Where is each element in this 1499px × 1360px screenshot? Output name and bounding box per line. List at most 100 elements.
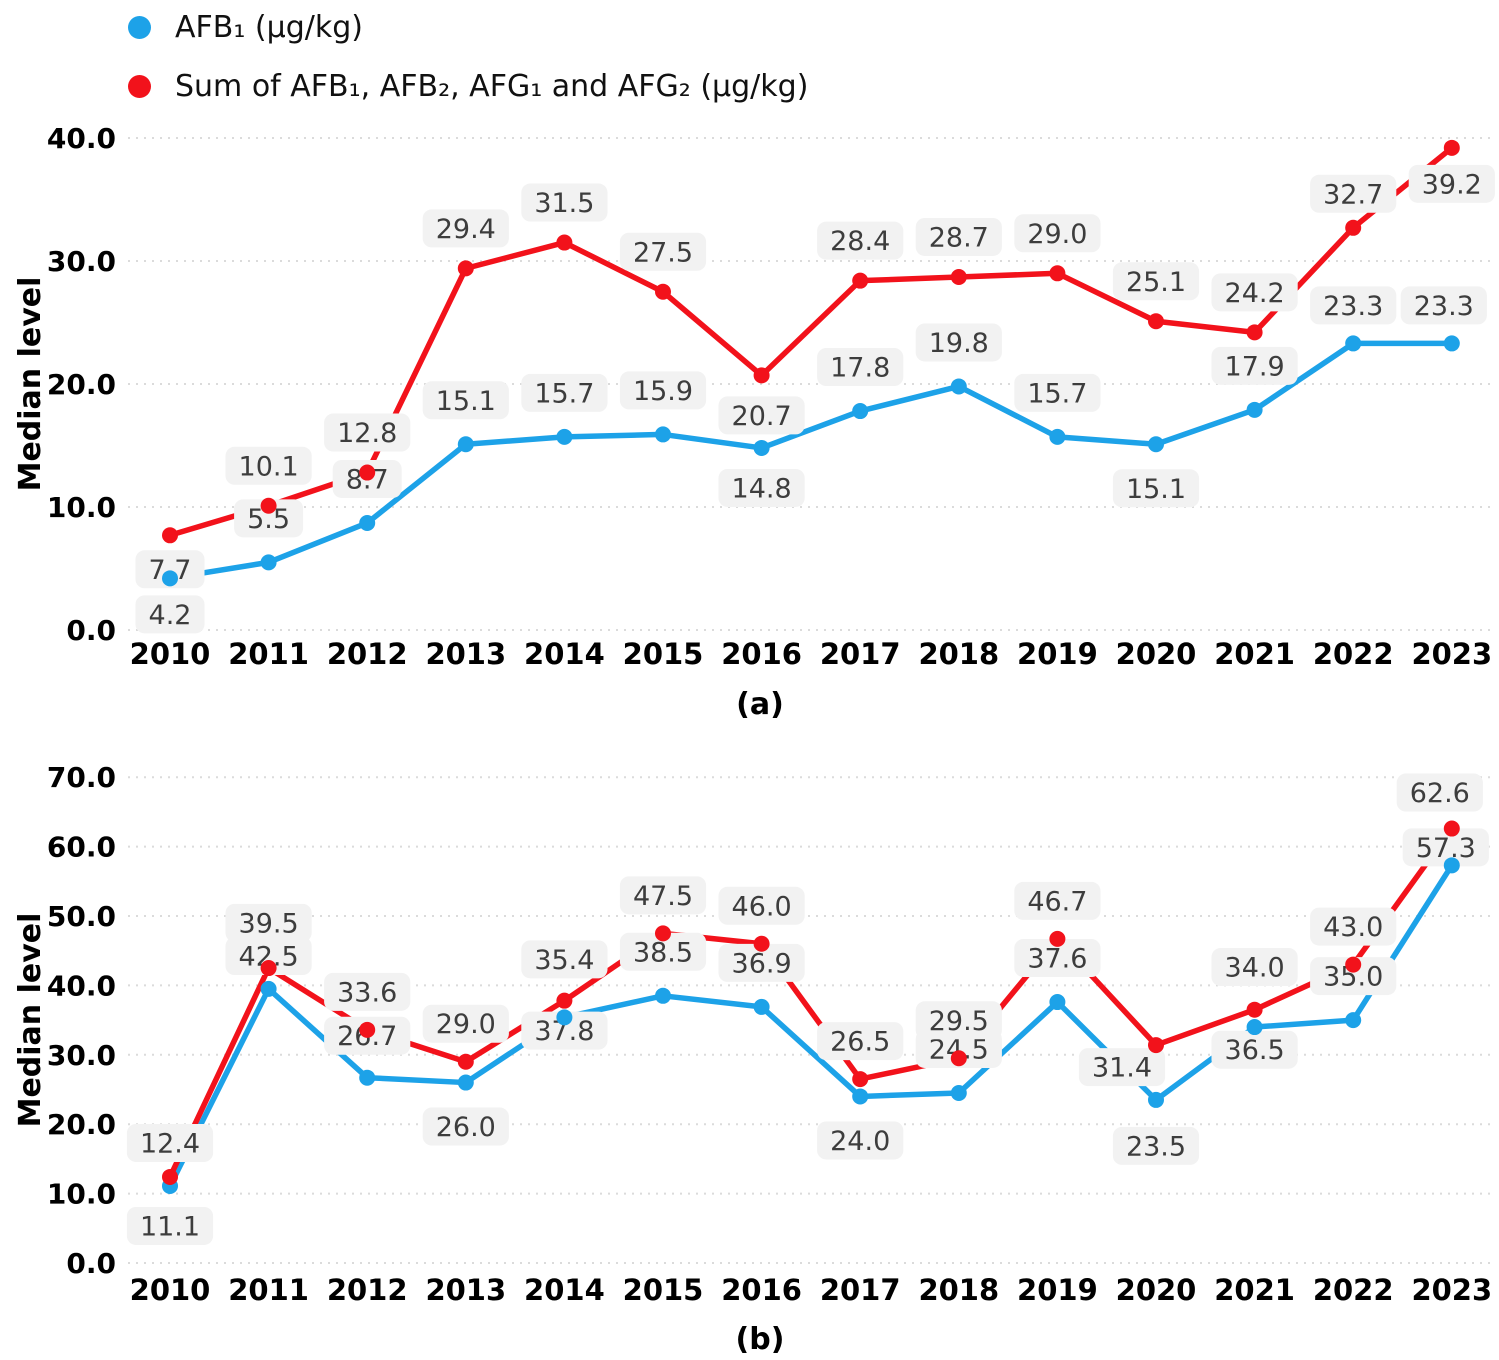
data-label-value: 25.1 [1126, 267, 1186, 298]
data-label: 43.0 [1310, 907, 1397, 946]
data-point-sum [950, 1050, 967, 1067]
data-point-afb1 [162, 570, 178, 587]
data-point-afb1 [655, 426, 671, 443]
data-label-value: 26.5 [830, 1027, 890, 1058]
data-label: 29.5 [915, 1001, 1002, 1040]
data-point-afb1 [852, 403, 869, 420]
data-label: 7.7 [135, 550, 205, 589]
data-label-bg [619, 232, 707, 271]
y-tick-label: 10.0 [47, 1178, 116, 1211]
data-point-sum [1443, 139, 1460, 156]
data-label-value: 36.9 [732, 948, 792, 979]
data-label-bg [521, 940, 608, 979]
data-label-value: 34.0 [1225, 953, 1285, 984]
x-tick-label: 2022 [1313, 1273, 1394, 1307]
data-label: 28.7 [915, 217, 1002, 256]
data-point-afb1 [1345, 1012, 1362, 1029]
data-label-value: 33.6 [337, 977, 397, 1008]
data-point-afb1 [950, 378, 967, 395]
data-label: 4.2 [135, 595, 205, 634]
data-label-value: 27.5 [633, 237, 693, 268]
data-label-bg [521, 373, 608, 412]
legend-dot-blue-icon [128, 16, 151, 39]
data-label-value: 23.3 [1323, 291, 1383, 322]
data-label: 24.2 [1211, 273, 1298, 312]
data-label-value: 28.4 [830, 226, 890, 257]
data-point-afb1 [1246, 401, 1263, 418]
x-tick-label: 2016 [721, 637, 802, 671]
data-label: 26.0 [422, 1107, 509, 1146]
legend-item-afb1: AFB₁ (µg/kg) [128, 10, 808, 45]
data-point-afb1 [556, 1009, 573, 1026]
data-label-value: 15.1 [436, 386, 496, 417]
data-point-afb1 [852, 1088, 869, 1105]
x-tick-label: 2011 [228, 637, 309, 671]
data-point-sum [162, 1168, 178, 1185]
x-tick-label: 2020 [1116, 1273, 1197, 1307]
data-label: 31.4 [1078, 1048, 1166, 1087]
data-label-bg [817, 221, 904, 260]
x-tick-label: 2010 [130, 637, 211, 671]
data-point-afb1 [457, 1074, 474, 1091]
data-label-value: 26.0 [436, 1112, 496, 1143]
data-label-bg [915, 217, 1002, 256]
data-label: 24.5 [915, 1029, 1002, 1068]
x-tick-label: 2018 [918, 637, 999, 671]
data-point-sum [359, 1021, 376, 1038]
data-label: 15.7 [521, 373, 608, 412]
data-label-bg [1402, 828, 1489, 867]
data-label-value: 46.0 [732, 891, 792, 922]
data-label-value: 29.5 [929, 1006, 989, 1037]
data-point-afb1 [1049, 994, 1066, 1011]
data-label-bg [718, 886, 805, 925]
data-label-value: 15.1 [1126, 474, 1186, 505]
data-label: 62.6 [1396, 773, 1483, 812]
data-point-afb1 [1443, 335, 1460, 352]
data-label-value: 4.2 [149, 600, 192, 631]
x-tick-label: 2015 [623, 1273, 704, 1307]
data-point-sum [753, 935, 770, 952]
data-label-value: 15.9 [633, 376, 693, 407]
data-label-bg [225, 937, 312, 976]
data-point-sum [1246, 324, 1263, 341]
data-point-sum [556, 992, 573, 1009]
legend-label-sum-aflatoxins: Sum of AFB₁, AFB₂, AFG₁ and AFG₂ (µg/kg) [175, 69, 809, 104]
data-label-value: 20.7 [732, 401, 792, 432]
data-label-value: 36.5 [1225, 1035, 1285, 1066]
panel-a: 0.010.020.030.040.04.25.58.715.115.715.9… [13, 122, 1495, 722]
data-label-bg [324, 972, 411, 1011]
data-point-afb1 [1246, 1019, 1263, 1036]
data-label-value: 62.6 [1410, 778, 1470, 809]
x-tick-label: 2014 [524, 1273, 605, 1307]
x-tick-label: 2015 [623, 637, 704, 671]
data-label: 29.4 [422, 209, 509, 248]
data-point-sum [1345, 219, 1362, 236]
data-label: 27.5 [619, 232, 707, 271]
data-label: 19.8 [915, 323, 1002, 362]
y-tick-label: 60.0 [47, 831, 116, 864]
legend-dot-red-icon [128, 75, 151, 98]
y-axis-title: Median level [13, 913, 48, 1128]
data-label-bg [135, 595, 205, 634]
data-label: 15.1 [1112, 469, 1200, 508]
data-label-bg [234, 499, 304, 538]
data-label-bg [915, 1001, 1002, 1040]
data-label: 37.6 [1014, 939, 1101, 978]
data-label: 57.3 [1402, 828, 1489, 867]
y-tick-label: 30.0 [47, 1039, 116, 1072]
data-label-value: 38.5 [633, 937, 693, 968]
data-label-bg [225, 446, 312, 485]
data-label-value: 19.8 [929, 328, 989, 359]
data-label: 14.8 [718, 468, 805, 507]
data-label-value: 15.7 [534, 378, 594, 409]
data-point-sum [852, 272, 869, 289]
data-label: 11.1 [126, 1206, 214, 1245]
data-label-value: 43.0 [1323, 912, 1383, 943]
data-label-bg [126, 1123, 214, 1162]
data-label: 20.7 [718, 396, 805, 435]
data-label-value: 12.8 [337, 418, 397, 449]
data-label-value: 12.4 [140, 1128, 200, 1159]
data-label-value: 39.5 [239, 908, 299, 939]
data-label-bg [1078, 1048, 1166, 1087]
data-label-value: 14.8 [732, 473, 792, 504]
